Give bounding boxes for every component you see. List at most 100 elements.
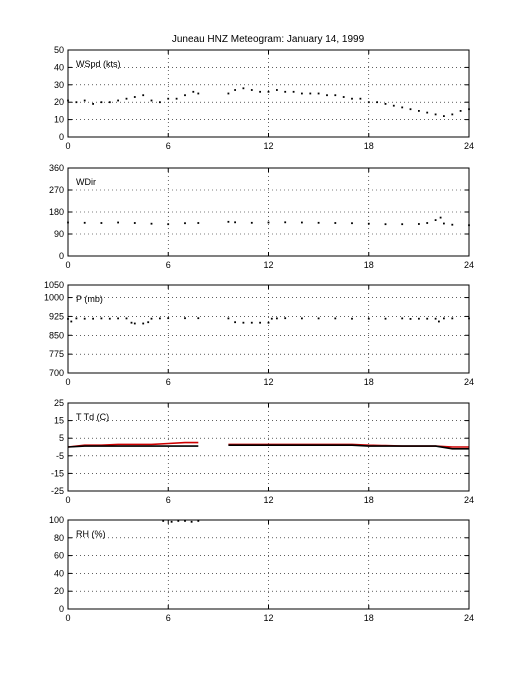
data-point [234, 221, 236, 224]
panel-wdir: 0 6 12 18 24 0 90 180 270 360 WDir [49, 163, 474, 270]
data-point [92, 317, 94, 320]
panel-label: RH (%) [76, 529, 106, 539]
x-tick-label: 6 [166, 377, 171, 387]
data-point [133, 96, 136, 98]
y-tick-label: 60 [54, 551, 64, 561]
data-point [418, 223, 420, 225]
data-point [443, 115, 445, 117]
panel-t-td-c: 0 6 12 18 24 -25 -15 -5 5 15 25 T Td (C) [51, 398, 474, 505]
data-point [401, 106, 404, 109]
x-tick-label: 12 [263, 377, 273, 387]
data-point [367, 101, 370, 104]
data-point [426, 317, 429, 320]
data-point [197, 317, 200, 320]
data-point [434, 113, 437, 116]
data-point [92, 103, 94, 105]
data-point [234, 89, 236, 91]
data-point [197, 92, 200, 95]
data-point [409, 108, 412, 111]
x-tick-label: 24 [464, 495, 474, 505]
data-point [284, 221, 287, 224]
data-point [75, 101, 78, 104]
data-point [342, 96, 345, 98]
y-tick-label: 700 [49, 368, 64, 378]
data-point [197, 222, 200, 224]
data-point [392, 104, 395, 107]
y-tick-label: 20 [54, 586, 64, 596]
series-line-1-seg-1 [228, 444, 469, 450]
x-tick-label: 12 [263, 495, 273, 505]
data-point [317, 317, 320, 320]
data-point [159, 317, 161, 320]
series-line-0-seg-0 [67, 441, 199, 448]
data-point [150, 99, 153, 102]
data-point [284, 90, 287, 93]
data-point [276, 317, 278, 320]
data-point [184, 317, 186, 320]
y-tick-label: 100 [49, 515, 64, 525]
data-point [70, 320, 73, 323]
data-point [351, 97, 353, 100]
panel-label: T Td (C) [76, 412, 109, 422]
x-tick-label: 0 [65, 495, 70, 505]
data-point [384, 223, 387, 226]
data-point [451, 223, 454, 226]
data-point [270, 317, 273, 320]
data-point [177, 520, 180, 522]
data-point [250, 321, 253, 324]
data-point [267, 221, 270, 224]
y-tick-label: 775 [49, 349, 64, 359]
data-point [167, 97, 170, 100]
x-tick-label: 18 [364, 260, 374, 270]
data-point [234, 321, 236, 324]
x-tick-label: 12 [263, 141, 273, 151]
x-tick-label: 0 [65, 377, 70, 387]
x-tick-label: 24 [464, 141, 474, 151]
data-point [130, 321, 133, 324]
y-tick-label: -5 [56, 451, 64, 461]
x-tick-label: 12 [263, 260, 273, 270]
y-tick-label: -15 [51, 468, 64, 478]
data-point [227, 92, 230, 95]
data-point [75, 317, 78, 320]
x-tick-label: 12 [263, 613, 273, 623]
data-point [162, 520, 165, 522]
data-point [159, 101, 161, 104]
data-point [170, 520, 173, 523]
data-point [443, 222, 445, 225]
data-point [267, 90, 270, 93]
data-point [100, 101, 103, 104]
data-point [426, 111, 429, 114]
data-point [438, 320, 440, 323]
data-point [190, 520, 193, 523]
data-point [267, 321, 270, 324]
data-point [83, 317, 86, 320]
panel-label: WDir [76, 177, 96, 187]
data-point [409, 318, 412, 320]
data-point [250, 221, 253, 224]
panel-label: P (mb) [76, 294, 103, 304]
data-point [197, 520, 200, 522]
y-tick-label: 20 [54, 97, 64, 107]
data-point [418, 317, 420, 320]
data-point [259, 90, 261, 93]
y-tick-label: 0 [59, 251, 64, 261]
data-point [367, 317, 370, 320]
data-point [150, 222, 153, 225]
data-point [326, 94, 328, 97]
data-point [351, 222, 353, 225]
data-point [334, 222, 337, 224]
x-tick-label: 6 [166, 495, 171, 505]
data-point [367, 222, 370, 225]
x-tick-label: 18 [364, 377, 374, 387]
x-tick-label: 6 [166, 260, 171, 270]
data-point [184, 222, 186, 225]
data-point [418, 110, 420, 112]
data-point [167, 317, 170, 320]
y-tick-label: 80 [54, 533, 64, 543]
x-tick-label: 24 [464, 377, 474, 387]
series-line-1-seg-0 [67, 445, 199, 448]
x-tick-label: 0 [65, 141, 70, 151]
y-tick-label: 0 [59, 604, 64, 614]
